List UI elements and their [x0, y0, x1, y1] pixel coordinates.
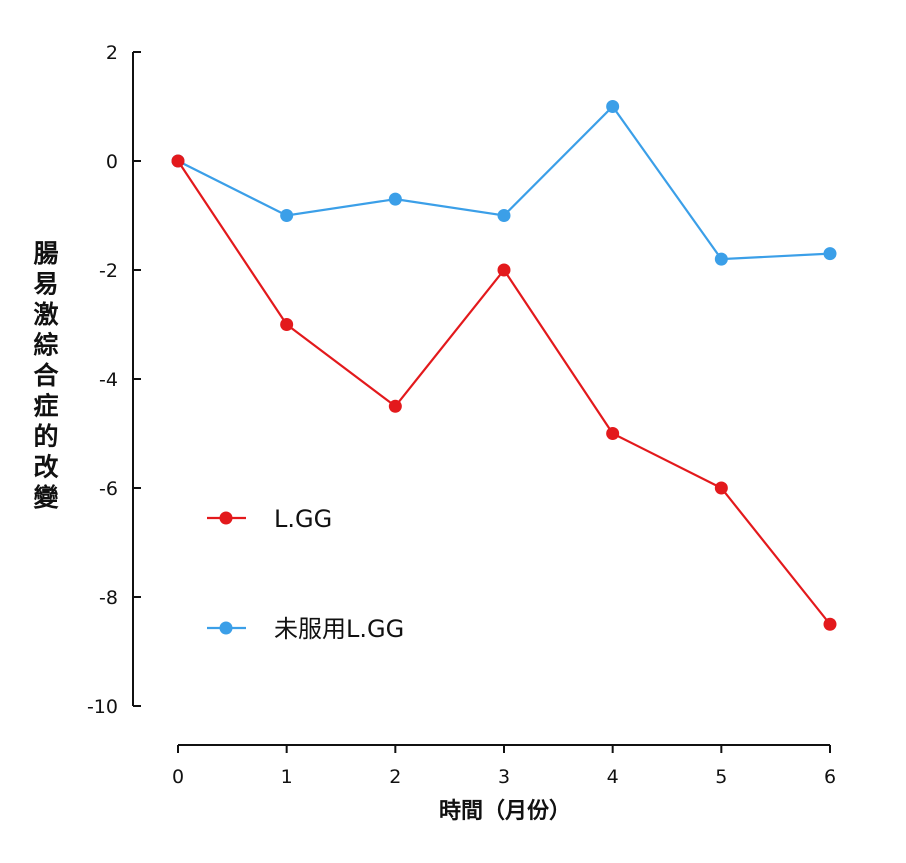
- data-point: [388, 192, 402, 206]
- data-point: [280, 318, 294, 331]
- y-tick-label: 0: [106, 151, 118, 173]
- legend-label: 未服用L.GG: [274, 615, 404, 643]
- legend-swatch-marker: [219, 511, 233, 525]
- series-1: [171, 100, 837, 266]
- data-point: [280, 209, 294, 222]
- y-tick-label: 2: [106, 42, 118, 64]
- x-tick-label: 4: [607, 766, 619, 788]
- x-axis: 0 1 2 3 4 5 6: [172, 744, 836, 788]
- data-point: [497, 209, 511, 222]
- y-tick-label: -4: [99, 369, 118, 391]
- data-point: [714, 252, 728, 266]
- x-tick-label: 2: [389, 766, 401, 788]
- legend-entry-0: L.GG: [207, 505, 332, 533]
- y-title-char: 激: [33, 300, 58, 329]
- y-tick-label: -10: [87, 696, 118, 718]
- data-point: [171, 154, 185, 168]
- x-tick-label: 5: [715, 766, 727, 788]
- x-axis-title: 時間（月份）: [439, 799, 571, 824]
- series-line: [177, 160, 831, 625]
- data-point: [714, 481, 728, 495]
- y-title-char: 合: [33, 361, 59, 390]
- y-tick-label: -6: [99, 478, 118, 500]
- y-title-char: 腸: [33, 239, 58, 268]
- x-tick-label: 0: [172, 766, 184, 788]
- y-title-char: 易: [33, 270, 58, 299]
- y-title-char: 變: [33, 483, 59, 512]
- data-point: [388, 399, 402, 413]
- y-title-char: 的: [33, 422, 58, 451]
- series-line: [177, 104, 831, 261]
- legend-label: L.GG: [274, 505, 332, 533]
- y-tick-label: -8: [99, 587, 118, 609]
- legend-entry-1: 未服用L.GG: [207, 615, 404, 643]
- y-title-char: 症: [33, 392, 58, 421]
- data-point: [606, 100, 620, 113]
- x-tick-label: 6: [824, 766, 836, 788]
- y-axis: 2 0 -2 -4 -6 -8 -10: [87, 42, 141, 718]
- series-0: [171, 154, 837, 631]
- y-tick-label: -2: [99, 260, 118, 282]
- series-layer: [171, 100, 837, 631]
- legend-swatch-marker: [219, 621, 233, 635]
- data-point: [823, 617, 837, 631]
- x-tick-label: 1: [281, 766, 293, 788]
- data-point: [823, 247, 837, 261]
- data-point: [497, 263, 511, 277]
- x-tick-label: 3: [498, 766, 510, 788]
- legend: L.GG 未服用L.GG: [207, 505, 404, 643]
- y-title-char: 綜: [33, 331, 58, 360]
- y-title-char: 改: [33, 453, 58, 482]
- data-point: [606, 427, 620, 440]
